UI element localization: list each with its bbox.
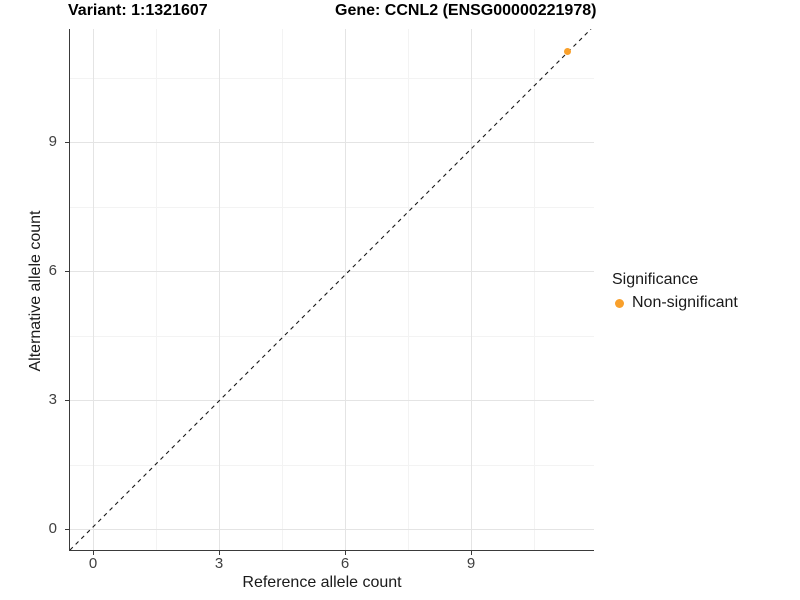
gridline-major-horizontal: [70, 271, 594, 272]
y-tick-label: 6: [48, 262, 57, 279]
legend-item-non-significant: Non-significant: [612, 294, 792, 312]
gridline-major-vertical: [471, 29, 472, 550]
gridline-minor-horizontal: [70, 206, 594, 208]
x-tick-mark: [471, 551, 472, 555]
y-tick-mark: [65, 271, 69, 272]
gridline-major-horizontal: [70, 529, 594, 530]
x-tick-mark: [219, 551, 220, 555]
gridline-major-vertical: [345, 29, 346, 550]
gridline-minor-horizontal: [70, 464, 594, 466]
x-tick-mark: [93, 551, 94, 555]
gridline-minor-horizontal: [70, 335, 594, 337]
gridline-minor-vertical: [534, 29, 535, 550]
x-tick-mark: [345, 551, 346, 555]
legend: Significance Non-significant: [612, 271, 792, 312]
variant-title: Variant: 1:1321607: [68, 2, 208, 19]
legend-item-label: Non-significant: [632, 294, 738, 311]
gridline-major-horizontal: [70, 142, 594, 143]
gridline-minor-vertical: [156, 29, 157, 550]
plot-panel: [69, 29, 594, 551]
y-tick-label: 3: [48, 391, 57, 408]
legend-point-icon: [615, 298, 624, 308]
x-tick-label: 3: [214, 555, 224, 572]
gridline-minor-vertical: [408, 29, 409, 550]
x-tick-label: 0: [88, 555, 98, 572]
gridline-major-vertical: [93, 29, 94, 550]
gridline-minor-vertical: [282, 29, 283, 550]
x-tick-label: 9: [466, 555, 476, 572]
identity-line: [70, 29, 592, 550]
y-tick-label: 9: [48, 133, 57, 150]
y-tick-mark: [65, 529, 69, 530]
gene-title: Gene: CCNL2 (ENSG00000221978): [335, 2, 597, 19]
gridline-major-horizontal: [70, 400, 594, 401]
x-axis-title: Reference allele count: [242, 574, 402, 591]
gridline-minor-horizontal: [70, 77, 594, 79]
y-tick-mark: [65, 400, 69, 401]
x-tick-label: 6: [340, 555, 350, 572]
gridline-major-vertical: [219, 29, 220, 550]
legend-title: Significance: [612, 271, 699, 288]
y-tick-label: 0: [48, 520, 57, 537]
y-tick-mark: [65, 142, 69, 143]
data-point: [564, 48, 572, 56]
